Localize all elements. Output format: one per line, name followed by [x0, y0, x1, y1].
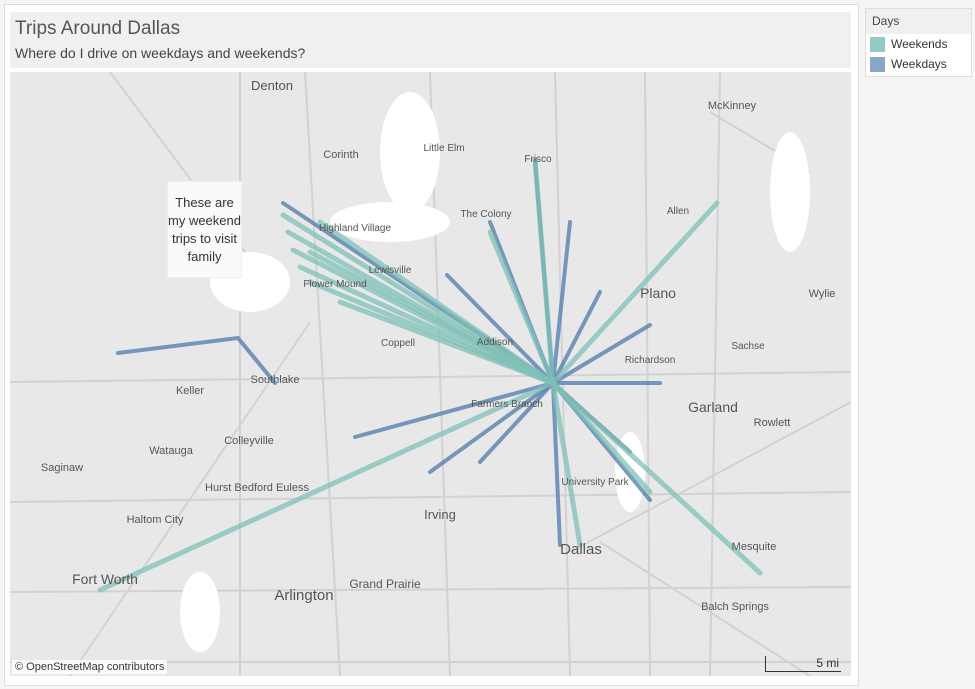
weekend-trip[interactable] — [532, 157, 556, 386]
weekday-trip[interactable] — [353, 381, 555, 439]
road — [304, 72, 341, 676]
place-label: Richardson — [625, 355, 676, 366]
place-label: Lewisville — [369, 265, 412, 276]
place-label: Garland — [688, 399, 738, 415]
place-label: Dallas — [560, 541, 602, 558]
road — [10, 491, 851, 503]
place-label: Sachse — [731, 341, 765, 352]
weekday-trip[interactable] — [551, 220, 572, 385]
map-annotation: These are my weekend trips to visit fami… — [167, 181, 242, 278]
place-label: Balch Springs — [701, 601, 769, 613]
weekday-trip[interactable] — [445, 273, 555, 385]
place-label: Grand Prairie — [349, 577, 421, 591]
place-label: University Park — [561, 477, 629, 488]
weekday-trip[interactable] — [116, 335, 277, 385]
place-label: Haltom City — [127, 514, 184, 526]
legend-item-weekends[interactable]: Weekends — [866, 34, 971, 54]
place-label: Colleyville — [224, 435, 274, 447]
trip-map[interactable]: Denton McKinney Corinth Little Elm Frisco The… — [10, 72, 851, 676]
place-label: Southlake — [251, 374, 300, 386]
weekdays-swatch — [870, 56, 885, 72]
place-label: Corinth — [323, 149, 358, 161]
legend-label: Weekends — [891, 37, 948, 51]
place-label: Addison — [477, 337, 513, 348]
weekend-trip[interactable] — [317, 219, 556, 386]
place-label: Denton — [251, 78, 293, 93]
road — [569, 401, 851, 553]
place-label: Little Elm — [423, 143, 464, 154]
weekends-swatch — [870, 36, 885, 52]
weekend-trip[interactable] — [307, 249, 556, 386]
place-label: The Colony — [460, 209, 511, 220]
weekend-trip[interactable] — [550, 380, 653, 495]
lake — [380, 92, 440, 212]
weekend-trip[interactable] — [550, 380, 583, 548]
weekday-trip[interactable] — [551, 381, 562, 547]
legend-item-weekdays[interactable]: Weekdays — [866, 54, 971, 74]
place-label: Plano — [640, 285, 676, 301]
weekday-trip[interactable] — [551, 290, 602, 385]
page-title: Trips Around Dallas — [15, 18, 181, 39]
place-label: Flower Mound — [303, 279, 366, 290]
road — [10, 586, 851, 593]
place-label: Watauga — [149, 445, 194, 457]
place-label: Hurst Bedford Euless — [205, 482, 309, 494]
place-label: Fort Worth — [72, 571, 138, 587]
place-label: Irving — [424, 507, 456, 522]
title-panel: Trips Around Dallas Where do I drive on … — [10, 12, 851, 68]
weekend-trip[interactable] — [550, 380, 763, 576]
weekend-trip[interactable] — [550, 200, 720, 386]
page-subtitle: Where do I drive on weekdays and weekend… — [15, 45, 306, 61]
road — [69, 321, 311, 676]
place-label: Frisco — [524, 154, 552, 165]
weekday-trip[interactable] — [428, 381, 555, 474]
map-view[interactable]: Denton McKinney Corinth Little Elm Frisco The… — [10, 72, 851, 676]
place-label: Wylie — [809, 288, 836, 300]
road — [10, 371, 851, 383]
days-legend: Days Weekends Weekdays — [865, 8, 972, 77]
place-label: McKinney — [708, 100, 757, 112]
place-label: Arlington — [274, 587, 333, 604]
lake — [770, 132, 810, 252]
place-label: Keller — [176, 385, 204, 397]
map-scale: 5 mi — [765, 656, 841, 672]
map-attribution[interactable]: © OpenStreetMap contributors — [12, 660, 168, 674]
place-label: Highland Village — [319, 223, 392, 234]
place-label: Allen — [667, 206, 689, 217]
weekend-trip[interactable] — [337, 299, 556, 386]
legend-label: Weekdays — [891, 57, 947, 71]
place-label: Farmers Branch — [471, 399, 543, 410]
legend-title: Days — [866, 9, 971, 34]
weekend-trip[interactable] — [97, 380, 556, 593]
place-label: Coppell — [381, 338, 415, 349]
road — [599, 541, 811, 676]
place-label: Mesquite — [732, 541, 777, 553]
lake — [330, 202, 450, 242]
weekend-trip[interactable] — [487, 229, 556, 386]
weekday-trip[interactable] — [551, 323, 652, 385]
place-label: Saginaw — [41, 462, 83, 474]
lake — [180, 572, 220, 652]
place-label: Rowlett — [754, 417, 791, 429]
weekday-trip[interactable] — [478, 381, 555, 464]
